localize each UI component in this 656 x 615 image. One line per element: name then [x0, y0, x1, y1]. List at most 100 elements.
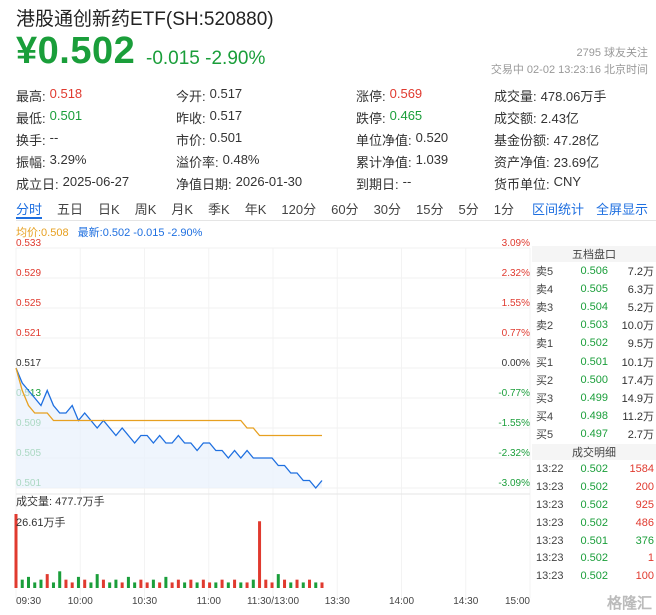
- intraday-chart[interactable]: 0.533 3.09% 0.529 2.32% 0.525 1.55% 0.521 0.77%…: [0, 238, 532, 608]
- trade-price: 0.501: [580, 534, 608, 547]
- volume-bar: [64, 579, 68, 588]
- quote-row: 最低: 0.501 昨收: 0.517 跌停: 0.465 成交额: 2.43亿: [16, 106, 656, 128]
- order-price: 0.506: [580, 265, 608, 278]
- trade-row: 13:23 0.502 100: [532, 567, 654, 585]
- order-level: 买4: [536, 410, 554, 423]
- trade-time: 13:23: [536, 480, 564, 493]
- volume-bar: [164, 576, 168, 588]
- tab-11[interactable]: 5分: [458, 202, 479, 217]
- quote-value: 47.28亿: [553, 132, 600, 148]
- quote-label: 溢价率:: [176, 154, 219, 170]
- tab-8[interactable]: 60分: [331, 202, 359, 217]
- order-volume: 2.7万: [627, 428, 654, 441]
- x-tick: 10:30: [132, 596, 157, 607]
- tab-6[interactable]: 年K: [244, 202, 267, 217]
- quote-label: 到期日:: [356, 176, 399, 192]
- quote-label: 涨停:: [356, 88, 386, 104]
- y-tick-price: 0.517: [16, 358, 41, 369]
- period-tabs: 分时 五日 日K 周K 月K 季K 年K 120分 60分 30分 15分 5分 1分: [16, 199, 529, 219]
- quote-cell: 净值日期: 2026-01-30: [176, 174, 356, 193]
- order-book-row: 买1 0.501 10.1万: [532, 352, 654, 370]
- quote-label: 最高:: [16, 88, 46, 104]
- volume-bar: [76, 576, 80, 588]
- tab-9[interactable]: 30分: [373, 202, 402, 217]
- order-level: 买1: [536, 356, 554, 369]
- y-tick-pct: -0.77%: [498, 388, 530, 399]
- quote-label: 换手:: [16, 132, 46, 148]
- order-price: 0.503: [580, 319, 608, 332]
- quote-cell: 涨停: 0.569: [356, 86, 494, 105]
- y-tick-price: 0.529: [16, 268, 41, 279]
- last-price-legend: 最新:0.502 -0.015 -2.90%: [77, 227, 203, 239]
- quote-cell: 货币单位: CNY: [494, 174, 654, 193]
- trade-time: 13:23: [536, 534, 564, 547]
- volume-bar: [89, 582, 93, 588]
- trade-price: 0.502: [580, 462, 608, 475]
- tab-2[interactable]: 日K: [98, 202, 120, 217]
- trade-row: 13:22 0.502 1584: [532, 460, 654, 478]
- order-book-row: 卖4 0.505 6.3万: [532, 280, 654, 298]
- quote-label: 跌停:: [356, 110, 386, 126]
- volume-bar: [283, 579, 287, 588]
- trade-time: 13:23: [536, 498, 564, 511]
- volume-bar: [308, 579, 312, 588]
- price-change: -0.015 -2.90%: [146, 48, 266, 69]
- tab-7[interactable]: 120分: [281, 202, 317, 217]
- quote-value: 3.29%: [49, 151, 87, 167]
- price-line: [15, 367, 323, 490]
- volume-bar: [114, 579, 118, 588]
- volume-bar: [195, 582, 199, 588]
- tab-3[interactable]: 周K: [134, 202, 157, 217]
- tab-0[interactable]: 分时: [16, 199, 43, 219]
- followers-count[interactable]: 2795 球友关注: [576, 47, 648, 59]
- tab-10[interactable]: 15分: [416, 202, 444, 217]
- quote-cell: 成交额: 2.43亿: [494, 108, 654, 127]
- volume-bar: [120, 582, 124, 588]
- volume-bar: [320, 582, 324, 588]
- volume-bar: [108, 582, 112, 588]
- volume-bar: [220, 579, 224, 588]
- tab-12[interactable]: 1分: [493, 202, 514, 217]
- order-book-row: 买2 0.500 17.4万: [532, 371, 654, 389]
- order-volume: 6.3万: [627, 284, 654, 297]
- volume-bar: [208, 582, 212, 588]
- order-book-row: 卖2 0.503 10.0万: [532, 316, 654, 334]
- trade-price: 0.502: [580, 480, 608, 493]
- y-tick-price: 0.533: [16, 238, 41, 249]
- quote-row: 成立日: 2025-06-27 净值日期: 2026-01-30 到期日: -- 货币单位:…: [16, 172, 656, 194]
- trade-row: 13:23 0.502 200: [532, 478, 654, 496]
- quote-value: CNY: [553, 173, 582, 189]
- quote-cell: 成交量: 478.06万手: [494, 86, 654, 105]
- quote-cell: 跌停: 0.465: [356, 108, 494, 127]
- trade-row: 13:23 0.502 925: [532, 496, 654, 514]
- order-volume: 7.2万: [627, 266, 654, 279]
- quote-value: 0.465: [389, 107, 423, 123]
- volume-bar: [70, 582, 74, 588]
- chart-legend: 均价:0.508 最新:0.502 -0.015 -2.90%: [16, 224, 202, 240]
- quote-cell: 换手: --: [16, 130, 176, 149]
- volume-bar: [201, 579, 205, 588]
- volume-bar: [258, 521, 262, 588]
- order-volume: 9.5万: [627, 338, 654, 351]
- quote-cell: 到期日: --: [356, 174, 494, 193]
- quote-cell: 溢价率: 0.48%: [176, 152, 356, 171]
- divider: [16, 220, 656, 221]
- quote-label: 成立日:: [16, 176, 59, 192]
- tab-4[interactable]: 月K: [171, 202, 194, 217]
- order-price: 0.499: [580, 391, 608, 404]
- volume-bar: [145, 582, 149, 588]
- order-volume: 14.9万: [621, 392, 654, 405]
- volume-bar: [239, 582, 243, 588]
- y-tick-pct: -2.32%: [498, 448, 530, 459]
- fullscreen-link[interactable]: 全屏显示: [595, 202, 648, 217]
- quote-value: 0.520: [415, 129, 449, 145]
- quote-value: 1.039: [415, 151, 449, 167]
- order-level: 卖5: [536, 266, 554, 279]
- quote-value: 2.43亿: [540, 110, 579, 126]
- tab-5[interactable]: 季K: [208, 202, 230, 217]
- order-book-row: 买3 0.499 14.9万: [532, 389, 654, 407]
- range-stats-link[interactable]: 区间统计: [531, 202, 584, 217]
- quote-value: 0.517: [209, 85, 243, 101]
- volume-bar: [14, 514, 18, 588]
- tab-1[interactable]: 五日: [57, 202, 84, 217]
